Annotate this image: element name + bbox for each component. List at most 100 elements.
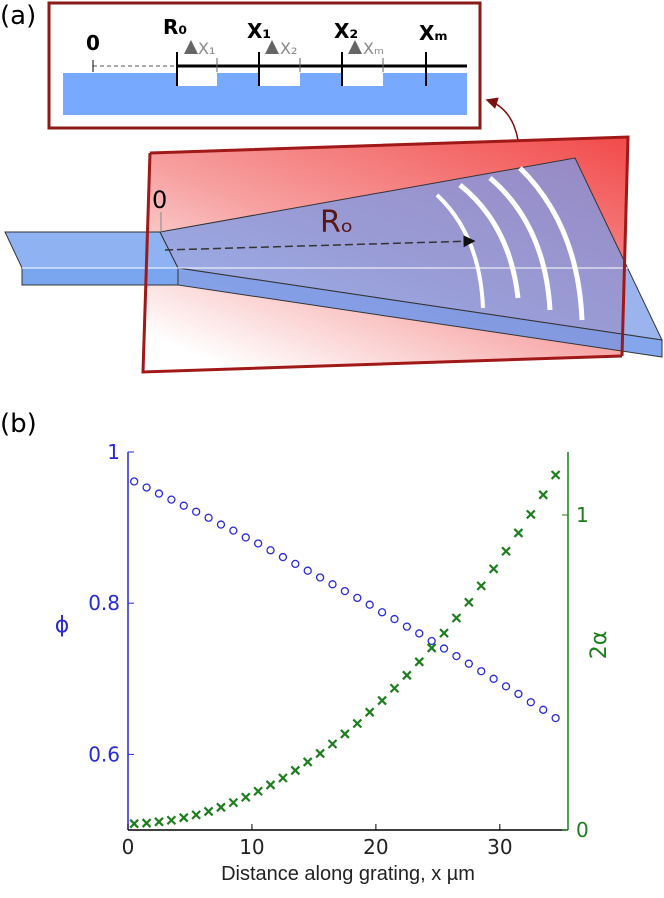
data-point — [464, 659, 473, 668]
data-point — [550, 470, 561, 480]
data-point — [216, 802, 226, 813]
wavefront — [458, 183, 521, 299]
data-point — [327, 739, 338, 749]
data-point — [229, 526, 238, 535]
data-point — [240, 792, 251, 803]
plane-edge — [141, 152, 623, 374]
marker-triangle — [348, 40, 362, 54]
data-point — [278, 552, 288, 562]
data-point — [266, 546, 275, 555]
device: 0 Rₒ — [4, 135, 663, 374]
radius-label: Rₒ — [320, 205, 353, 240]
groove — [260, 73, 300, 86]
waveguide-front — [21, 267, 179, 286]
data-point — [315, 573, 325, 582]
data-point — [191, 810, 201, 820]
data-point — [253, 539, 263, 548]
data-point — [303, 566, 312, 575]
data-point — [390, 614, 399, 624]
x-tick-label: 0 — [122, 835, 135, 859]
data-point — [203, 806, 214, 817]
taper-front — [177, 267, 663, 358]
data-point — [290, 765, 301, 776]
data-point — [526, 509, 536, 520]
data-point — [129, 818, 139, 829]
wavefront — [488, 176, 553, 311]
data-point — [415, 629, 424, 638]
data-point — [501, 546, 511, 557]
data-point — [278, 773, 288, 783]
data-point — [141, 818, 152, 828]
inset-position: X₂ — [334, 19, 358, 43]
data-point — [142, 483, 151, 492]
data-point — [539, 705, 548, 714]
data-point — [167, 495, 176, 504]
data-point — [426, 643, 437, 653]
data-point — [452, 651, 461, 661]
data-point — [526, 698, 535, 707]
data-point — [514, 689, 523, 699]
data-point — [154, 489, 164, 498]
plane-edge — [149, 135, 630, 357]
data-point — [477, 667, 486, 676]
x-tick-label: 10 — [239, 835, 264, 859]
data-point — [253, 786, 263, 797]
data-point — [427, 636, 436, 646]
y-tick-label: 0.8 — [88, 591, 120, 615]
data-point — [513, 528, 524, 538]
zoom-arrow — [485, 97, 519, 141]
data-point — [464, 597, 474, 608]
data-point — [365, 600, 374, 609]
data-point — [377, 695, 387, 706]
x-tick-label: 30 — [487, 835, 512, 859]
data-point — [265, 780, 276, 790]
data-point — [488, 564, 499, 574]
y-axis-label: ϕ — [55, 613, 70, 638]
data-point — [241, 533, 250, 542]
data-point — [315, 748, 325, 759]
data-point — [178, 812, 189, 823]
data-point — [402, 622, 412, 631]
data-point — [377, 608, 387, 617]
data-point — [489, 674, 498, 683]
data-point — [402, 670, 412, 681]
marker-triangle — [184, 40, 198, 54]
data-point — [130, 477, 139, 486]
wavefront — [518, 166, 585, 321]
panel-label: (a) — [0, 1, 36, 31]
y-tick-label: 0.6 — [88, 742, 120, 766]
y2-tick-label: 1 — [576, 503, 589, 527]
y2-tick-label: 0 — [576, 818, 589, 842]
x-tick-label: 20 — [363, 835, 388, 859]
data-point — [340, 586, 350, 596]
data-point — [192, 507, 201, 516]
data-point — [364, 707, 375, 717]
data-point — [328, 580, 337, 589]
origin-label: 0 — [152, 186, 167, 214]
y-tick-label: 1 — [107, 440, 120, 464]
inset-marker: Xₘ — [363, 39, 384, 58]
inset-position: X₁ — [247, 19, 271, 43]
data-point — [476, 581, 487, 591]
data-point — [414, 657, 425, 667]
groove — [177, 73, 217, 86]
data-point — [439, 628, 449, 638]
data-point — [451, 613, 462, 623]
inset-position: Xₘ — [419, 21, 448, 45]
panel-label: (b) — [0, 409, 37, 439]
data-point — [216, 520, 226, 529]
data-point — [340, 729, 350, 739]
x-axis-label: Distance along grating, x µm — [221, 863, 475, 885]
radius-arrow — [164, 235, 476, 251]
inset-marker: X₂ — [280, 39, 297, 58]
data-point — [228, 797, 239, 808]
groove — [343, 73, 383, 86]
waveguide-top — [4, 231, 179, 269]
data-point — [538, 490, 548, 500]
data-point — [551, 713, 560, 723]
data-point — [302, 757, 313, 767]
data-point — [179, 501, 188, 510]
data-point — [154, 817, 164, 827]
